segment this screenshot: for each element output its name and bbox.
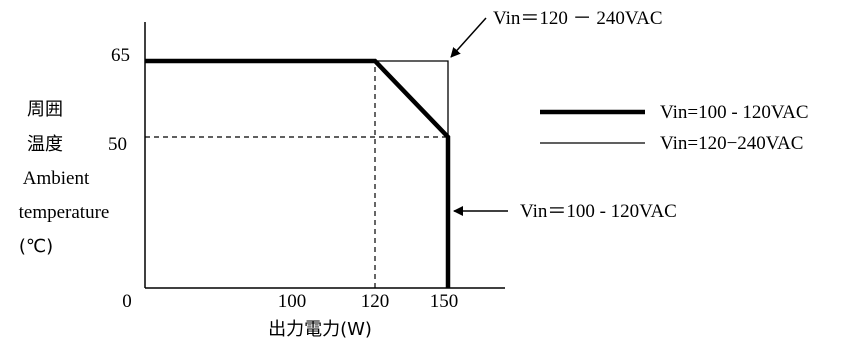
y-axis-label-line: 周囲 — [27, 99, 63, 120]
series-line-120-240vac — [145, 60, 449, 137]
legend-label: Vin=120−240VAC — [660, 133, 803, 154]
y-axis-label-line: Ambient — [23, 168, 90, 189]
x-tick-label: 120 — [361, 291, 390, 312]
y-tick-label: 50 — [108, 134, 127, 155]
legend-label: Vin=100 - 120VAC — [660, 102, 809, 123]
x-tick-label: 0 — [122, 291, 132, 312]
x-tick-label: 100 — [278, 291, 307, 312]
y-axis-label-line: temperature — [19, 202, 110, 223]
series-line-100-120vac — [145, 58, 451, 288]
y-axis-label-line: 温度 — [27, 134, 63, 155]
y-tick-label: 65 — [111, 45, 130, 66]
annotation-arrow-top — [450, 17, 487, 58]
x-axis-label: 出力電力(W) — [268, 319, 372, 340]
x-tick-label: 150 — [430, 291, 459, 312]
annotation-top: Vin＝120 － 240VAC — [493, 8, 663, 29]
y-axis-label-line: (℃) — [19, 236, 53, 257]
annotation-mid: Vin＝100 - 120VAC — [520, 201, 677, 222]
